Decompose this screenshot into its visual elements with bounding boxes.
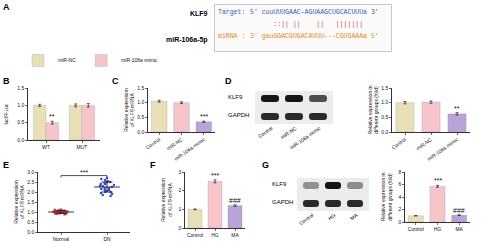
html-text:miR-NC: miR-NC bbox=[279, 125, 298, 141]
svg-text:Control: Control bbox=[145, 136, 162, 150]
svg-text:0.0: 0.0 bbox=[17, 137, 24, 143]
svg-text:miR-106a mimic: miR-106a mimic bbox=[426, 136, 459, 162]
html-text:KLF9: KLF9 bbox=[272, 181, 287, 187]
svg-text:0: 0 bbox=[398, 219, 401, 225]
svg-text:0.0: 0.0 bbox=[381, 129, 388, 135]
svg-text:0.5: 0.5 bbox=[27, 219, 34, 225]
svg-text:miR-106a mimic: miR-106a mimic bbox=[121, 57, 158, 63]
svg-text:8: 8 bbox=[398, 169, 401, 175]
svg-text:DN: DN bbox=[103, 236, 111, 242]
html-text:G: G bbox=[262, 160, 269, 170]
svg-text:miR-NC: miR-NC bbox=[415, 136, 433, 151]
svg-text:0.5: 0.5 bbox=[17, 119, 24, 125]
svg-text:0.5: 0.5 bbox=[137, 114, 144, 120]
html-text:A: A bbox=[3, 2, 10, 12]
svg-text:Control: Control bbox=[187, 232, 203, 238]
html-text:D: D bbox=[225, 76, 232, 86]
svg-text:luc/R-Luc: luc/R-Luc bbox=[3, 103, 9, 125]
html-text:GAPDH: GAPDH bbox=[272, 199, 294, 205]
svg-text:###: ### bbox=[229, 197, 241, 204]
html-text:3' gauGGACGUGACAUUU---CGUGAAAa: 3' gauGGACGUGACAUUU---CGUGAAAa 5' bbox=[250, 33, 379, 40]
svg-text:6: 6 bbox=[398, 181, 401, 187]
svg-text:HG: HG bbox=[434, 226, 442, 232]
svg-text:Relative expressionof KLF9 mRN: Relative expressionof KLF9 mRNA bbox=[13, 180, 26, 224]
svg-text:miR-NC: miR-NC bbox=[166, 136, 184, 151]
svg-text:***: *** bbox=[211, 172, 219, 179]
html-text:MA: MA bbox=[348, 212, 359, 222]
html-text:KLF9: KLF9 bbox=[228, 94, 243, 100]
svg-text:Normal: Normal bbox=[53, 236, 69, 242]
svg-text:1.0: 1.0 bbox=[137, 99, 144, 105]
svg-text:1: 1 bbox=[178, 206, 181, 212]
svg-text:2.5: 2.5 bbox=[27, 179, 34, 185]
svg-text:miR-106a mimic: miR-106a mimic bbox=[173, 136, 206, 162]
html-text:miR-106a mimic: miR-106a mimic bbox=[288, 125, 322, 151]
svg-text:1.5: 1.5 bbox=[137, 85, 144, 91]
svg-text:***: *** bbox=[80, 169, 88, 176]
svg-text:1.0: 1.0 bbox=[381, 99, 388, 105]
svg-text:Relative expressionof KLF9 mRN: Relative expressionof KLF9 mRNA bbox=[160, 178, 173, 222]
svg-text:0.0: 0.0 bbox=[137, 129, 144, 135]
svg-text:**: ** bbox=[454, 105, 460, 112]
html-text:GAPDH: GAPDH bbox=[228, 112, 250, 118]
svg-text:3: 3 bbox=[178, 169, 181, 175]
svg-text:Relative expression indifferen: Relative expression indifferent groups (… bbox=[380, 172, 393, 221]
svg-text:miR-NC: miR-NC bbox=[58, 57, 76, 63]
svg-text:1.0: 1.0 bbox=[27, 209, 34, 215]
svg-text:0: 0 bbox=[178, 225, 181, 231]
html-text:Control: Control bbox=[256, 125, 274, 140]
svg-text:1.5: 1.5 bbox=[381, 85, 388, 91]
svg-text:1.0: 1.0 bbox=[17, 102, 24, 108]
svg-text:MA: MA bbox=[231, 232, 239, 238]
html-text:KLF9: KLF9 bbox=[190, 10, 208, 17]
svg-text:WT: WT bbox=[42, 144, 50, 150]
html-text:miRNA :: miRNA : bbox=[218, 33, 246, 40]
svg-text:MUT: MUT bbox=[77, 144, 88, 150]
svg-text:Relative expression indifferen: Relative expression indifferent groups (… bbox=[367, 85, 380, 134]
html-text:5' cuuUUUGAAC-AGUAAGCUGCACUUUa: 5' cuuUUUGAAC-AGUAAGCUGCACUUUa 3' bbox=[250, 9, 379, 16]
svg-text:2: 2 bbox=[178, 187, 181, 193]
svg-text:3.0: 3.0 bbox=[27, 169, 34, 175]
svg-text:HG: HG bbox=[211, 232, 219, 238]
svg-text:Relative expressionof KLF9 mRN: Relative expressionof KLF9 mRNA bbox=[123, 88, 136, 132]
svg-text:***: *** bbox=[200, 113, 208, 120]
html-text:miR-106a-5p: miR-106a-5p bbox=[166, 36, 208, 43]
svg-text:4: 4 bbox=[398, 194, 401, 200]
svg-text:**: ** bbox=[49, 113, 55, 120]
html-text:F: F bbox=[150, 160, 156, 170]
svg-text:0.0: 0.0 bbox=[27, 229, 34, 235]
html-text:E: E bbox=[3, 160, 9, 170]
svg-text:***: *** bbox=[434, 177, 442, 184]
svg-text:0.5: 0.5 bbox=[381, 114, 388, 120]
svg-text:1.5: 1.5 bbox=[27, 199, 34, 205]
svg-text:MA: MA bbox=[455, 226, 463, 232]
svg-text:Control: Control bbox=[390, 136, 407, 150]
html-text:Control: Control bbox=[297, 212, 315, 227]
html-text:Target:: Target: bbox=[218, 9, 246, 16]
html-text:HG: HG bbox=[326, 212, 337, 222]
svg-text:1.5: 1.5 bbox=[17, 85, 24, 91]
svg-text:Control: Control bbox=[408, 226, 424, 232]
html-text:B: B bbox=[3, 76, 10, 86]
svg-text:###: ### bbox=[453, 207, 465, 214]
html-text:C: C bbox=[112, 76, 119, 86]
svg-text:2: 2 bbox=[398, 206, 401, 212]
svg-text:2.0: 2.0 bbox=[27, 189, 34, 195]
